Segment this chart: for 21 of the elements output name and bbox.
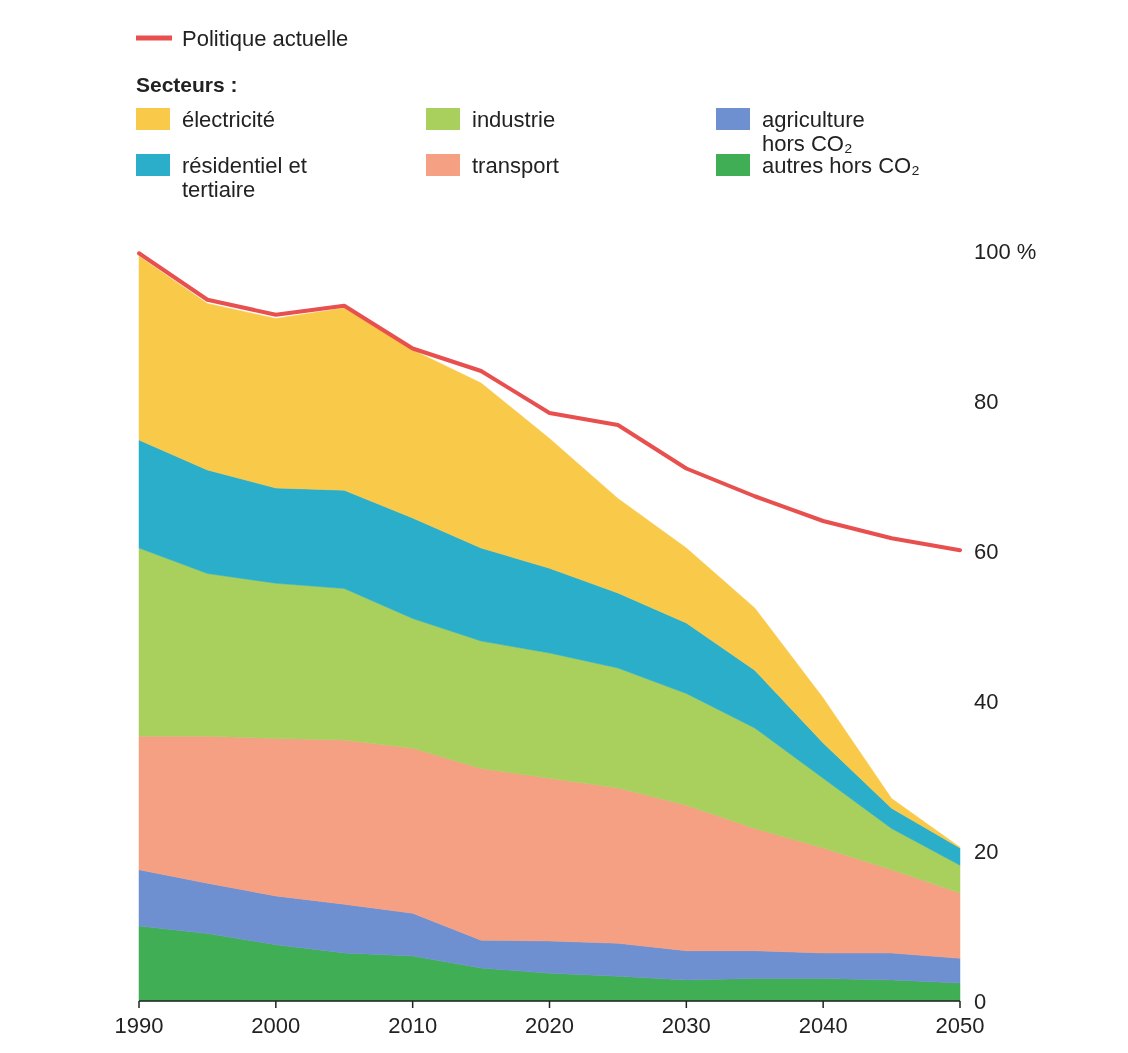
x-tick-label: 2000	[251, 1013, 301, 1038]
x-tick-label: 2010	[388, 1013, 438, 1038]
y-tick-label: 80	[974, 389, 999, 414]
legend-label: électricité	[182, 107, 275, 132]
y-tick-label: 60	[974, 539, 999, 564]
x-tick-label: 2030	[661, 1013, 711, 1038]
legend-label: autres hors CO₂	[762, 153, 920, 178]
y-tick-label: 20	[974, 839, 999, 864]
x-tick-label: 2020	[525, 1013, 574, 1038]
legend-label: transport	[472, 153, 559, 178]
x-tick-label: 2050	[935, 1013, 985, 1038]
line-series	[137, 251, 962, 553]
y-tick-label: 100 %	[974, 239, 1037, 264]
legend-title: Secteurs :	[136, 73, 238, 96]
legend-label: Politique actuelle	[182, 26, 349, 51]
y-tick-label: 0	[974, 989, 987, 1014]
legend-label: industrie	[472, 107, 556, 132]
x-tick-label: 1990	[114, 1013, 164, 1038]
x-tick-label: 2040	[798, 1013, 848, 1038]
legend-label: résidentiel et tertiaire	[182, 153, 307, 202]
y-tick-label: 40	[974, 689, 999, 714]
